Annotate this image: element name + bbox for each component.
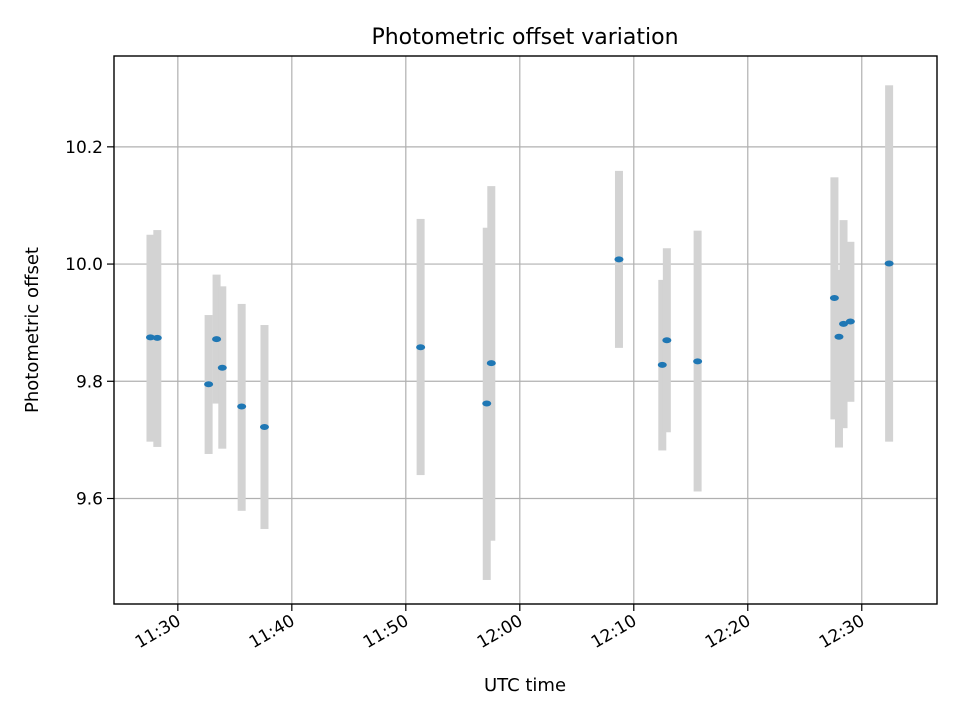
data-point (217, 364, 227, 371)
y-tick-label: 10.2 (65, 138, 103, 158)
data-point (614, 256, 624, 263)
y-axis-label: Photometric offset (22, 247, 43, 413)
grid (114, 56, 937, 604)
data-point (416, 344, 426, 351)
data-point (145, 334, 155, 341)
data-point (237, 403, 247, 410)
data-point (829, 295, 839, 302)
data-point (845, 318, 855, 325)
y-axis-ticks: 9.6 9.8 10.0 10.2 (65, 138, 114, 510)
data-point (884, 260, 894, 267)
data-point (834, 333, 844, 340)
x-tick-label: 12:10 (588, 611, 640, 653)
x-tick-label: 11:40 (246, 611, 298, 653)
data-point (657, 361, 667, 368)
data-point (259, 423, 269, 430)
error-bar (834, 269, 843, 448)
y-tick-label: 9.6 (76, 490, 103, 510)
x-tick-label: 12:30 (816, 611, 868, 653)
x-tick-label: 11:50 (360, 611, 412, 653)
data-points (145, 256, 894, 430)
x-tick-label: 12:20 (702, 611, 754, 653)
data-point (204, 381, 214, 388)
data-point (212, 336, 222, 343)
plot-frame (113, 55, 938, 605)
y-tick-label: 9.8 (76, 372, 103, 392)
data-point (482, 400, 492, 407)
data-point (693, 358, 703, 365)
x-tick-label: 12:00 (474, 611, 526, 653)
x-tick-label: 11:30 (132, 611, 184, 653)
chart-title: Photometric offset variation (371, 25, 678, 50)
data-point (839, 320, 849, 327)
data-point (486, 360, 496, 367)
y-tick-label: 10.0 (65, 255, 103, 275)
data-point (662, 337, 672, 344)
x-axis-label: UTC time (484, 675, 566, 696)
data-point (152, 334, 162, 341)
x-axis-ticks: 11:30 11:40 11:50 12:00 12:10 12:20 12:30 (132, 604, 868, 653)
